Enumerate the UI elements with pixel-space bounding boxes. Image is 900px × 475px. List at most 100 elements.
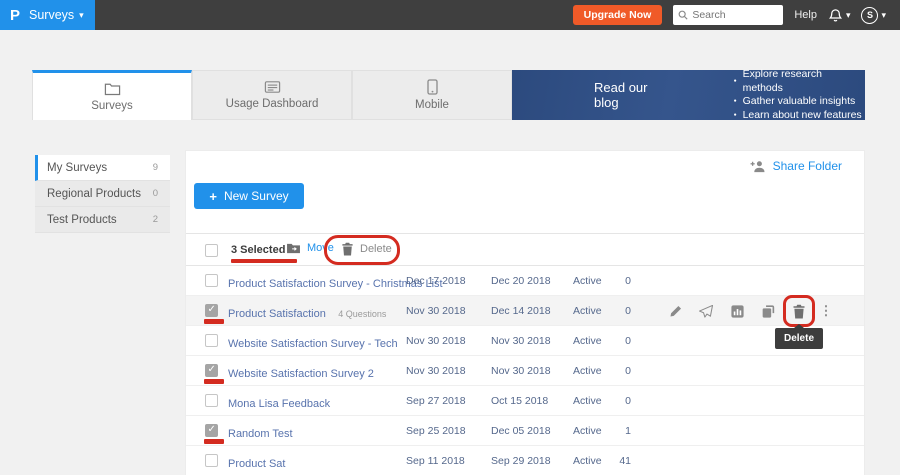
help-link[interactable]: Help <box>794 9 817 21</box>
product-menu-label: Surveys <box>29 8 75 22</box>
reports-icon[interactable] <box>730 304 744 318</box>
upgrade-now-button[interactable]: Upgrade Now <box>572 5 663 25</box>
notifications-menu[interactable]: ▾ <box>828 8 851 23</box>
survey-name-cell: Mona Lisa Feedback <box>228 394 338 412</box>
survey-end-date: Oct 15 2018 <box>491 395 549 407</box>
survey-name-link[interactable]: Website Satisfaction Survey - Tech <box>228 338 398 350</box>
survey-name-cell: Product Sat <box>228 454 293 472</box>
survey-end-date: Nov 30 2018 <box>491 365 551 377</box>
survey-name-cell: Product Satisfaction 4 Questions <box>228 304 386 322</box>
banner-title: Read our blog <box>594 80 648 110</box>
share-folder-label: Share Folder <box>772 159 842 173</box>
survey-responses-count: 41 <box>619 455 631 467</box>
survey-start-date: Nov 30 2018 <box>406 305 466 317</box>
folder-count: 0 <box>152 188 158 199</box>
sidebar-item-my-surveys[interactable]: My Surveys 9 <box>35 155 170 181</box>
folder-count: 2 <box>152 214 158 225</box>
selected-count-label: 3 Selected <box>231 244 286 256</box>
sidebar-item-test-products[interactable]: Test Products 2 <box>35 207 170 233</box>
tab-surveys[interactable]: Surveys <box>32 70 192 120</box>
survey-status: Active <box>573 425 602 437</box>
folders-sidebar: My Surveys 9 Regional Products 0 Test Pr… <box>35 155 170 233</box>
survey-responses-count: 0 <box>625 305 631 317</box>
move-button[interactable]: Move <box>286 242 334 254</box>
survey-responses-count: 0 <box>625 275 631 287</box>
bell-icon <box>828 8 843 21</box>
banner-bullet: Learn about new features <box>734 109 865 123</box>
new-survey-button[interactable]: + New Survey <box>194 183 304 209</box>
share-folder-button[interactable]: Share Folder <box>750 159 842 173</box>
survey-name-link[interactable]: Product Sat <box>228 458 286 470</box>
product-menu[interactable]: Surveys ▾ <box>29 8 84 22</box>
search-box[interactable] <box>673 5 784 25</box>
row-checkbox[interactable] <box>205 424 218 437</box>
row-checkbox[interactable] <box>205 274 218 287</box>
copy-icon[interactable] <box>761 304 775 318</box>
row-checkbox[interactable] <box>205 454 218 467</box>
row-checkbox[interactable] <box>205 394 218 407</box>
survey-name-cell: Random Test <box>228 424 301 442</box>
share-folder-icon <box>750 160 765 172</box>
table-row: Product Sat Sep 11 2018 Sep 29 2018 Acti… <box>186 446 864 475</box>
survey-responses-count: 0 <box>625 395 631 407</box>
surveys-table: Product Satisfaction Survey - Christmas … <box>186 266 864 475</box>
folder-count: 9 <box>152 162 158 173</box>
survey-name-link[interactable]: Random Test <box>228 428 293 440</box>
annotation-checkbox-mark <box>204 439 224 444</box>
select-all-checkbox[interactable] <box>205 244 218 257</box>
survey-name-cell: Website Satisfaction Survey - Tech <box>228 334 406 352</box>
dashboard-icon <box>264 81 280 93</box>
folder-icon <box>104 83 120 95</box>
search-input[interactable] <box>692 9 778 21</box>
survey-end-date: Sep 29 2018 <box>491 455 551 467</box>
annotation-checkbox-mark <box>204 319 224 324</box>
survey-name-link[interactable]: Product Satisfaction <box>228 308 326 320</box>
banner-bullet: Explore research methods <box>734 68 865 95</box>
more-options-icon[interactable]: ⋮ <box>819 303 833 318</box>
delete-icon[interactable]: Delete <box>774 295 824 349</box>
delete-button[interactable]: Delete <box>341 242 392 256</box>
folder-label: Regional Products <box>47 187 141 200</box>
tab-mobile[interactable]: Mobile <box>352 70 512 120</box>
row-checkbox[interactable] <box>205 334 218 347</box>
tab-label: Surveys <box>91 99 133 112</box>
folder-label: My Surveys <box>47 161 108 174</box>
proprofs-logo: P <box>10 6 21 24</box>
chevron-down-icon: ▾ <box>881 9 886 20</box>
survey-name-link[interactable]: Mona Lisa Feedback <box>228 398 331 410</box>
topbar-right: Upgrade Now Help ▾ S ▾ <box>572 5 900 25</box>
survey-name-link[interactable]: Website Satisfaction Survey 2 <box>228 368 374 380</box>
chevron-down-icon: ▾ <box>845 9 851 20</box>
table-row: Website Satisfaction Survey 2 Nov 30 201… <box>186 356 864 386</box>
annotation-checkbox-mark <box>204 379 224 384</box>
survey-start-date: Nov 30 2018 <box>406 365 466 377</box>
blog-banner[interactable]: Read our blog Explore research methods G… <box>512 68 865 122</box>
row-checkbox[interactable] <box>205 304 218 317</box>
survey-name-link[interactable]: Product Satisfaction Survey - Christmas … <box>228 278 443 290</box>
mobile-icon <box>426 79 438 95</box>
tab-usage-dashboard[interactable]: Usage Dashboard <box>192 70 352 120</box>
new-survey-label: New Survey <box>223 189 289 203</box>
topbar: P Surveys ▾ Upgrade Now Help ▾ S ▾ <box>0 0 900 30</box>
send-icon[interactable] <box>699 304 713 318</box>
row-checkbox[interactable] <box>205 364 218 377</box>
tab-label: Mobile <box>415 99 449 111</box>
table-row: Website Satisfaction Survey - Tech Nov 3… <box>186 326 864 356</box>
sidebar-item-regional-products[interactable]: Regional Products 0 <box>35 181 170 207</box>
survey-responses-count: 1 <box>625 425 631 437</box>
account-menu[interactable]: S ▾ <box>861 6 886 24</box>
surveys-panel: Share Folder + New Survey 3 Selected Mov… <box>185 150 865 475</box>
delete-label: Delete <box>360 243 392 255</box>
trash-icon <box>342 242 353 256</box>
survey-end-date: Dec 05 2018 <box>491 425 551 437</box>
chevron-down-icon: ▾ <box>79 9 84 20</box>
banner-bullet-list: Explore research methods Gather valuable… <box>734 68 865 122</box>
main-tabs: Surveys Usage Dashboard Mobile <box>32 70 512 120</box>
survey-status: Active <box>573 275 602 287</box>
survey-status: Active <box>573 335 602 347</box>
edit-icon[interactable] <box>668 304 682 318</box>
survey-responses-count: 0 <box>625 365 631 377</box>
delete-tooltip: Delete <box>774 328 824 349</box>
survey-status: Active <box>573 305 602 317</box>
